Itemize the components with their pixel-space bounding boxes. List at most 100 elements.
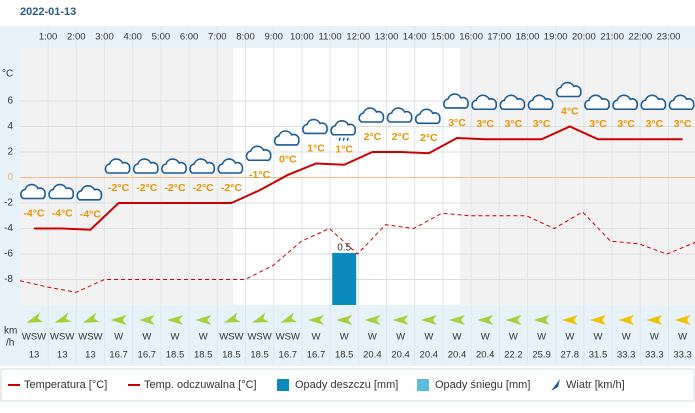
wind-arrow	[195, 315, 212, 325]
hour-label: 19:00	[544, 32, 568, 43]
rain-drop	[342, 137, 345, 141]
cloud	[161, 158, 187, 174]
legend-label: Temperatura [°C]	[24, 379, 107, 391]
wind-speed: 31.5	[589, 350, 608, 361]
wind-arrow	[561, 315, 578, 325]
wind-speed: 25.9	[532, 350, 551, 361]
wind-arrow	[82, 312, 100, 323]
hour-label: 4:00	[123, 32, 142, 43]
hour-label: 15:00	[431, 32, 455, 43]
wind-speed: 18.5	[250, 350, 269, 361]
wind-speed: 20.4	[448, 350, 467, 361]
wind-speed: 20.4	[391, 350, 410, 361]
cloud	[76, 185, 103, 201]
hour-label: 18:00	[516, 32, 540, 43]
legend-swatch	[417, 379, 429, 391]
y-tick-label: 6	[7, 96, 13, 107]
wind-speed: 13	[57, 350, 68, 361]
legend-swatch	[277, 379, 289, 391]
y-tick-label: -2	[4, 198, 13, 209]
wind-direction: WSW	[247, 332, 271, 343]
hour-label: 14:00	[403, 32, 427, 43]
cloud	[555, 81, 582, 98]
cloud	[217, 158, 244, 174]
hour-label: 16:00	[459, 32, 483, 43]
temp-label: 3°C	[617, 118, 635, 130]
wind-direction: W	[199, 332, 208, 343]
weather-icon	[499, 94, 526, 111]
wind-speed: 33.3	[617, 350, 636, 361]
temp-label: -2°C	[108, 182, 130, 194]
cloud	[132, 158, 159, 174]
wind-arrow	[110, 315, 127, 325]
weather-icon	[414, 108, 441, 125]
wind-arrow	[364, 315, 381, 325]
cloud	[189, 158, 216, 174]
temp-label: -2°C	[221, 182, 243, 194]
hour-label: 9:00	[264, 32, 283, 43]
weather-icon	[302, 118, 328, 135]
cloud	[414, 108, 441, 125]
legend-arrow	[551, 379, 560, 391]
wind-direction: W	[171, 332, 180, 343]
hour-label: 11:00	[319, 32, 342, 43]
wind-direction: WSW	[22, 332, 46, 343]
temp-label: -2°C	[164, 182, 186, 194]
weather-icon	[20, 183, 46, 200]
weather-icon	[76, 185, 103, 201]
cloud	[302, 118, 328, 135]
wind-speed: 20.4	[420, 350, 439, 361]
weather-icon	[555, 81, 582, 98]
weather-icon	[612, 94, 639, 111]
temp-label: -2°C	[136, 182, 158, 194]
hour-label: 23:00	[657, 32, 681, 43]
temp-label: 2°C	[392, 131, 410, 143]
wind-direction: W	[453, 332, 462, 343]
wind-direction: W	[594, 332, 603, 343]
hour-label: 20:00	[572, 32, 596, 43]
temp-label: -2°C	[193, 182, 215, 194]
weather-icon	[527, 94, 554, 111]
wind-direction: W	[537, 332, 546, 343]
temp-label: -1°C	[249, 169, 271, 181]
wind-speed: 13	[85, 350, 96, 361]
wind-speed: 18.5	[222, 350, 241, 361]
hour-label: 7:00	[208, 32, 227, 43]
hour-label: 6:00	[180, 32, 199, 43]
hour-label: 17:00	[487, 32, 511, 43]
wind-direction: W	[312, 332, 321, 343]
cloud	[640, 94, 667, 111]
cloud	[612, 94, 639, 111]
wind-direction: WSW	[219, 332, 243, 343]
hour-label: 10:00	[290, 32, 314, 43]
date-title: 2022-01-13	[20, 6, 76, 18]
temp-label: 3°C	[533, 118, 551, 130]
y-tick-label: 0	[7, 172, 13, 183]
weather-icon	[358, 107, 385, 123]
wind-arrow	[26, 312, 44, 323]
wind-direction: W	[565, 332, 574, 343]
legend-label: Wiatr [km/h]	[566, 379, 625, 391]
hour-label: 12:00	[346, 32, 370, 43]
hour-label: 1:00	[39, 32, 58, 43]
wind-arrow	[505, 315, 522, 325]
hour-label: 2:00	[67, 32, 86, 43]
temp-label: 2°C	[364, 131, 382, 143]
hour-label: 21:00	[600, 32, 624, 43]
wind-direction: W	[114, 332, 123, 343]
wind-arrow	[252, 312, 269, 323]
rain-drop	[338, 137, 341, 141]
cloud	[330, 120, 357, 136]
wind-direction: W	[340, 332, 349, 343]
temp-label: 3°C	[674, 118, 692, 130]
wind-speed: 20.4	[363, 350, 382, 361]
wind-speed: 18.5	[194, 350, 213, 361]
temp-label: -4°C	[52, 207, 74, 219]
hour-label: 3:00	[95, 32, 114, 43]
wind-arrow	[392, 315, 409, 325]
hour-label: 5:00	[152, 32, 171, 43]
temp-line	[34, 125, 683, 231]
wind-direction: W	[678, 332, 687, 343]
wind-arrow	[167, 315, 183, 325]
